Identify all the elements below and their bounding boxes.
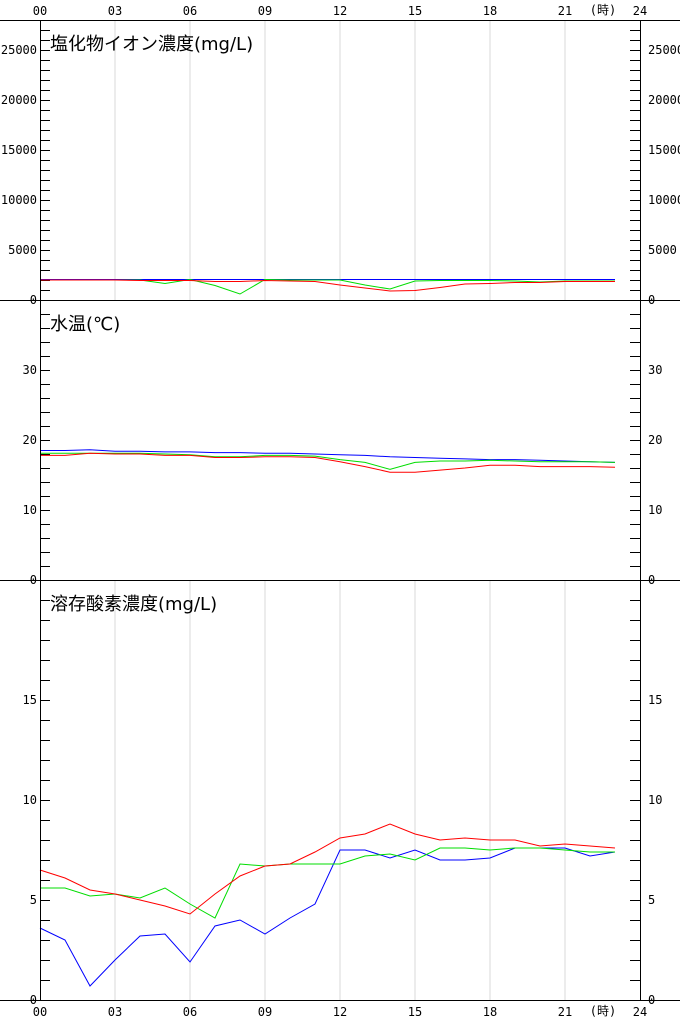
x-tick-label-bottom: 18: [483, 1005, 497, 1019]
y-tick-label-right: 5: [648, 893, 655, 907]
y-tick-label-right: 25000: [648, 43, 680, 57]
x-tick-label-bottom: 15: [408, 1005, 422, 1019]
series-line: [40, 449, 616, 463]
y-tick-label-left: 20: [23, 433, 37, 447]
x-tick-label-top: 03: [108, 4, 122, 18]
y-tick-label-right: 30: [648, 363, 662, 377]
y-tick-label-left: 10: [23, 503, 37, 517]
panel-title: 塩化物イオン濃度(mg/L): [50, 34, 253, 55]
series-line: [39, 823, 616, 915]
x-tick-label-top: 09: [258, 4, 272, 18]
y-tick-label-left: 10000: [1, 193, 37, 207]
y-tick-label-left: 10: [23, 793, 37, 807]
y-tick-label-right: 20000: [648, 93, 680, 107]
x-tick-label-top: 21: [558, 4, 572, 18]
x-tick-label-top: 00: [33, 4, 47, 18]
x-tick-label-bottom: 09: [258, 1005, 272, 1019]
x-tick-label-top: 06: [183, 4, 197, 18]
y-tick-label-left: 15000: [1, 143, 37, 157]
y-tick-label-right: 15: [648, 693, 662, 707]
x-unit-label-top: (時): [590, 3, 616, 17]
y-tick-label-right: 10000: [648, 193, 680, 207]
x-tick-label-bottom: 06: [183, 1005, 197, 1019]
y-tick-label-left: 5: [30, 893, 37, 907]
x-tick-label-bottom: 03: [108, 1005, 122, 1019]
y-tick-label-left: 30: [23, 363, 37, 377]
y-tick-label-right: 10: [648, 793, 662, 807]
x-tick-label-top: 24: [633, 4, 647, 18]
y-tick-label-left: 15: [23, 693, 37, 707]
x-tick-label-top: 12: [333, 4, 347, 18]
series-line: [40, 278, 615, 295]
x-tick-label-bottom: 00: [33, 1005, 47, 1019]
y-tick-label-right: 20: [648, 433, 662, 447]
series-line: [40, 452, 616, 473]
panel-title: 溶存酸素濃度(mg/L): [50, 594, 217, 615]
y-tick-label-left: 20000: [1, 93, 37, 107]
series-line: [40, 452, 616, 470]
panel-title: 水温(℃): [50, 314, 120, 335]
y-tick-label-right: 10: [648, 503, 662, 517]
x-tick-label-bottom: 12: [333, 1005, 347, 1019]
y-tick-label-left: 5000: [8, 243, 37, 257]
x-tick-label-top: 15: [408, 4, 422, 18]
series-line: [40, 847, 615, 919]
x-tick-label-top: 18: [483, 4, 497, 18]
y-tick-label-right: 15000: [648, 143, 680, 157]
x-tick-label-bottom: 24: [633, 1005, 647, 1019]
x-unit-label-bottom: (時): [590, 1004, 616, 1018]
y-tick-label-left: 25000: [1, 43, 37, 57]
x-tick-label-bottom: 21: [558, 1005, 572, 1019]
series-line: [40, 279, 615, 292]
y-tick-label-right: 5000: [648, 243, 677, 257]
series-line: [39, 847, 616, 987]
